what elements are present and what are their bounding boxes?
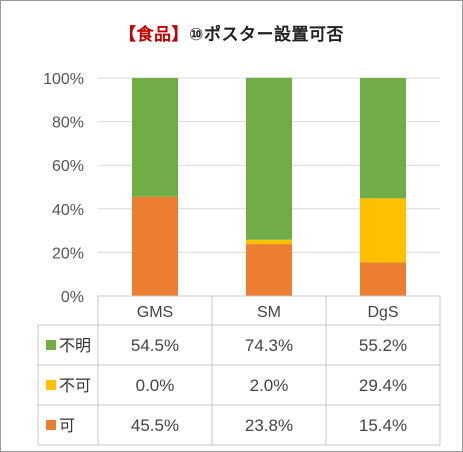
data-table-value: 0.0% [136, 376, 175, 395]
bar-dgs-series-0 [360, 262, 406, 296]
y-tick-label: 0% [61, 289, 84, 306]
series-label: 可 [59, 416, 75, 435]
data-table-value: 74.3% [245, 336, 293, 355]
y-tick-label: 100% [43, 71, 84, 88]
bar-sm-series-0 [246, 244, 292, 296]
data-table-value: 54.5% [131, 336, 179, 355]
legend-key-series-0 [46, 420, 56, 430]
bar-sm-series-2 [246, 77, 292, 240]
y-tick-label: 60% [52, 158, 84, 175]
data-table-value: 55.2% [359, 336, 407, 355]
bar-gms-series-2 [132, 78, 178, 197]
data-table-value: 23.8% [245, 416, 293, 435]
y-tick-label: 40% [52, 202, 84, 219]
y-tick-label: 20% [52, 245, 84, 262]
bar-dgs-series-1 [360, 198, 406, 263]
legend-key-series-1 [46, 380, 56, 390]
data-table-value: 45.5% [131, 416, 179, 435]
category-label: SM [257, 304, 281, 321]
chart-title: 【食品】⑩ポスター設置可否 [0, 20, 463, 45]
series-label: 不明 [59, 336, 91, 355]
chart-title-prefix: 【食品】 [119, 25, 190, 45]
category-label: GMS [137, 304, 173, 321]
data-table-value: 29.4% [359, 376, 407, 395]
data-table-value: 2.0% [250, 376, 289, 395]
series-label: 不可 [59, 376, 91, 395]
bar-sm-series-1 [246, 239, 292, 245]
data-table-value: 15.4% [359, 416, 407, 435]
category-label: DgS [367, 304, 398, 321]
legend-key-series-2 [46, 340, 56, 350]
bar-dgs-series-2 [360, 78, 406, 199]
y-tick-label: 80% [52, 115, 84, 132]
chart-title-main: ⑩ポスター設置可否 [189, 25, 344, 45]
bar-gms-series-0 [132, 196, 178, 296]
